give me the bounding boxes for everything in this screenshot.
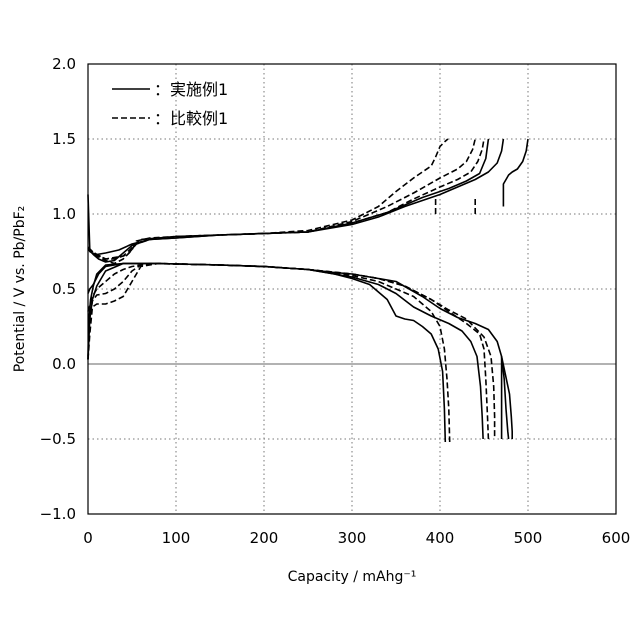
y-tick-labels: −1.0 −0.5 0.0 0.5 1.0 1.5 2.0 [40,55,76,523]
series-line [88,264,488,440]
y-tick-label: 1.0 [52,205,76,223]
y-tick-label: 1.5 [52,130,76,148]
legend-label: ：比較例1 [154,109,228,128]
series-lines [88,139,528,442]
series-line [88,264,509,440]
x-tick-label: 0 [83,529,93,547]
x-tick-labels: 0 100 200 300 400 500 600 [83,529,630,547]
x-tick-label: 600 [602,529,631,547]
legend: ：実施例1 ：比較例1 [112,80,228,128]
y-tick-label: 2.0 [52,55,76,73]
grid-lines [88,64,616,514]
x-tick-label: 100 [162,529,191,547]
series-line [88,264,483,440]
series-line [503,139,528,207]
x-tick-label: 200 [250,529,279,547]
x-axis-label: Capacity / mAhg⁻¹ [288,569,417,585]
y-tick-label: 0.5 [52,280,76,298]
legend-label: ：実施例1 [154,80,228,99]
y-tick-label: 0.0 [52,355,76,373]
x-tick-label: 400 [426,529,455,547]
y-tick-label: −0.5 [40,430,76,448]
series-line [88,139,448,264]
series-line [88,264,495,440]
series-line [88,264,445,443]
x-tick-label: 300 [338,529,367,547]
series-line [88,264,450,443]
series-line [88,139,488,262]
x-tick-label: 500 [514,529,543,547]
potential-capacity-chart: 0 100 200 300 400 500 600 −1.0 −0.5 0.0 0.5 1.0 1.5… [0,0,640,640]
y-axis-label: Potential / V vs. Pb/PbF₂ [12,206,28,373]
y-tick-label: −1.0 [40,505,76,523]
